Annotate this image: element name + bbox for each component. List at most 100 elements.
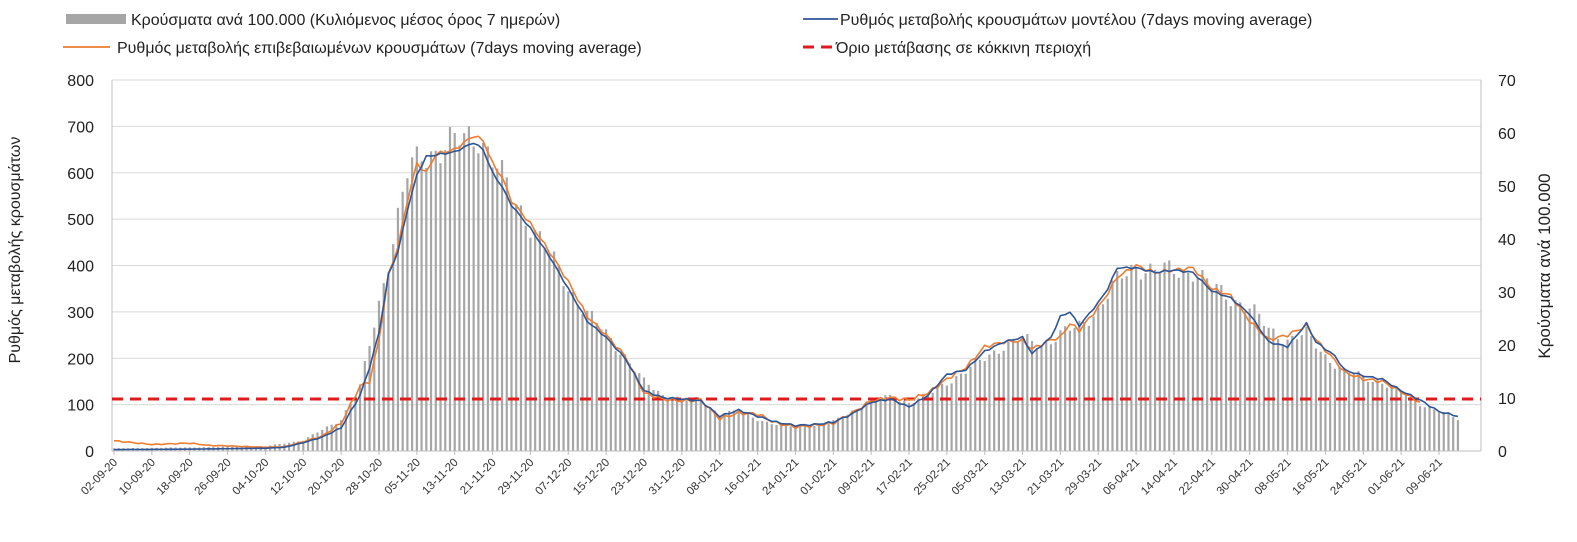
bar: [1016, 342, 1019, 451]
bar: [562, 286, 565, 451]
x-tick-label: 12-10-20: [268, 457, 309, 498]
bar: [709, 407, 712, 451]
x-tick-label: 26-09-20: [193, 457, 234, 498]
bar: [595, 322, 598, 451]
bar: [742, 412, 745, 451]
bar: [666, 399, 669, 451]
bar: [325, 426, 329, 451]
bar: [718, 415, 721, 451]
bar: [482, 142, 485, 451]
bar: [1234, 300, 1237, 451]
bar: [780, 423, 783, 451]
bar: [775, 425, 778, 451]
bar: [1376, 380, 1379, 451]
bar: [922, 393, 925, 451]
bar: [1054, 341, 1057, 451]
x-tick-label: 29-11-20: [496, 457, 536, 497]
bar: [1253, 304, 1256, 451]
bar: [898, 401, 901, 451]
bar: [1149, 263, 1152, 451]
bar: [1390, 385, 1393, 451]
y-tick-right-label: 10: [1498, 391, 1516, 408]
bar: [297, 441, 300, 451]
y-tick-left-label: 800: [67, 73, 94, 90]
bar: [974, 358, 977, 451]
bar: [964, 373, 967, 451]
bar: [486, 146, 489, 451]
bar: [576, 304, 579, 451]
bar: [1366, 381, 1370, 451]
bar: [411, 157, 414, 451]
bar: [855, 409, 859, 451]
bar: [1201, 269, 1204, 451]
bar: [836, 417, 840, 451]
bar: [340, 420, 343, 451]
bar: [747, 413, 750, 451]
bar: [1073, 327, 1076, 451]
bar: [543, 248, 546, 451]
x-tick-label: 24-05-21: [1328, 457, 1369, 498]
y-tick-right-label: 20: [1498, 338, 1516, 355]
bar: [321, 429, 324, 451]
bar: [1130, 265, 1133, 451]
bar: [515, 204, 518, 451]
bar: [931, 392, 934, 451]
x-tick-label: 08-05-21: [1253, 457, 1294, 498]
bar: [799, 425, 802, 451]
bar: [794, 426, 797, 451]
bar: [382, 283, 385, 451]
bar: [1078, 320, 1081, 451]
bar: [1125, 276, 1128, 451]
bar: [396, 207, 400, 451]
x-tick-label: 04-10-20: [230, 457, 271, 498]
bar: [860, 408, 863, 451]
x-tick-label: 06-04-21: [1101, 457, 1142, 498]
bar: [401, 191, 404, 451]
bar: [870, 398, 873, 451]
bar: [316, 432, 319, 451]
bar: [879, 399, 882, 451]
bar: [619, 354, 622, 451]
bar: [936, 386, 939, 451]
x-tick-label: 09-06-21: [1404, 457, 1445, 498]
bar: [1106, 298, 1109, 451]
bar: [671, 399, 674, 451]
bar: [732, 410, 736, 451]
legend-threshold-label: Όριο μετάβασης σε κόκκινη περιοχή: [835, 40, 1091, 57]
bar: [557, 265, 560, 451]
y-tick-left-label: 200: [67, 351, 94, 368]
bar: [491, 167, 494, 452]
x-tick-label: 13-11-20: [420, 457, 460, 497]
bar: [1404, 395, 1407, 451]
bar: [434, 150, 437, 451]
line-series: [113, 135, 1459, 451]
bar: [1371, 381, 1374, 451]
bar: [1352, 373, 1355, 451]
x-tick-label: 17-02-21: [874, 457, 915, 498]
bar: [1097, 305, 1100, 451]
bar: [1452, 417, 1455, 451]
legend-model-label: Ρυθμός μεταβολής κρουσμάτων μοντέλου (7d…: [840, 12, 1312, 29]
bar: [737, 411, 740, 451]
bar: [463, 133, 466, 451]
bar: [1258, 313, 1261, 451]
bar: [1248, 308, 1251, 451]
bar: [1229, 306, 1232, 451]
bar: [581, 314, 584, 451]
x-tick-label: 10-09-20: [117, 457, 158, 498]
bar: [387, 272, 390, 451]
x-tick-label: 15-12-20: [571, 457, 612, 498]
bar: [751, 417, 754, 451]
bar: [822, 424, 825, 451]
y-tick-left-label: 100: [67, 398, 94, 415]
bar: [690, 398, 693, 451]
bar: [429, 151, 433, 452]
bar: [609, 337, 612, 451]
y-axis-left-title: Ρυθμός μεταβολής κρουσμάτων: [7, 137, 24, 364]
bar: [941, 383, 944, 451]
x-tick-label: 16-05-21: [1290, 457, 1331, 498]
y-tick-left-label: 700: [67, 119, 94, 136]
bar: [1101, 304, 1105, 451]
x-tick-label: 25-02-21: [912, 457, 953, 498]
bar: [1347, 372, 1351, 451]
